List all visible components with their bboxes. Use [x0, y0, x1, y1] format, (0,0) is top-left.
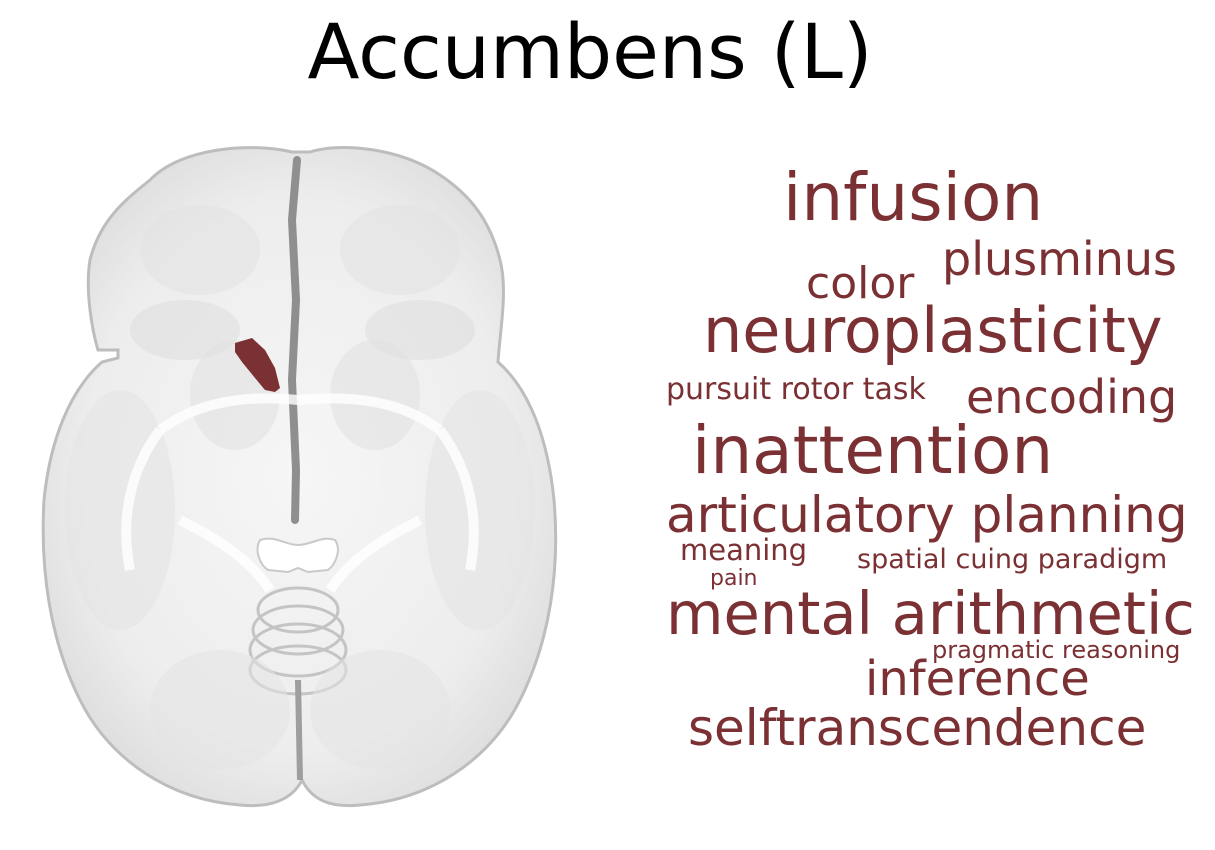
right-occipital-lobe — [310, 650, 450, 770]
cloud-term: meaning — [680, 533, 808, 567]
cloud-term: mental arithmetic — [666, 579, 1195, 648]
cloud-term: pursuit rotor task — [666, 372, 926, 407]
cloud-term: inference — [865, 651, 1090, 707]
cloud-term: color — [806, 258, 915, 309]
cloud-term: articulatory planning — [666, 486, 1188, 544]
left-orbital-region — [130, 300, 240, 360]
left-occipital-lobe — [150, 650, 290, 770]
cloud-term: selftranscendence — [688, 699, 1147, 757]
axial-brain-slice — [41, 146, 558, 808]
cloud-term: spatial cuing paradigm — [857, 544, 1168, 575]
page-title: Accumbens (L) — [307, 7, 873, 96]
midbrain-cistern — [256, 537, 339, 574]
accumbens-region-highlight — [235, 338, 280, 392]
occipital-midline — [295, 679, 303, 781]
cloud-term: pragmatic reasoning — [932, 636, 1181, 664]
interhemispheric-fissure — [287, 156, 301, 524]
cloud-term: pain — [710, 566, 758, 591]
right-frontal-gyrus — [340, 205, 460, 295]
cloud-term: neuroplasticity — [703, 294, 1163, 367]
cloud-term: encoding — [966, 370, 1178, 424]
cloud-term: plusminus — [942, 232, 1177, 286]
cloud-term: inattention — [692, 412, 1054, 489]
cloud-term: infusion — [783, 159, 1044, 236]
left-frontal-gyrus — [140, 205, 260, 295]
right-striatum — [330, 340, 420, 450]
white-matter-tracts — [121, 393, 479, 593]
